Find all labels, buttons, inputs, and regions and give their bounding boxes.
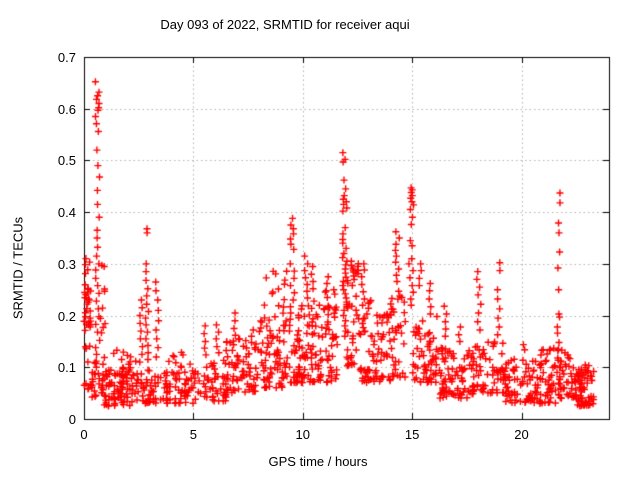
x-tick-label: 0	[80, 427, 88, 442]
y-tick-label: 0.4	[57, 205, 76, 221]
x-tick-label: 10	[295, 427, 310, 442]
y-tick-label: 0.1	[57, 360, 76, 376]
x-tick-label: 20	[514, 427, 529, 442]
y-tick-label: 0.3	[57, 256, 76, 272]
x-tick-label: 15	[404, 427, 420, 442]
chart-title: Day 093 of 2022, SRMTID for receiver aqu…	[160, 17, 410, 32]
y-tick-label: 0	[68, 412, 76, 427]
x-tick-label: 5	[189, 427, 197, 442]
y-tick-label: 0.7	[57, 50, 76, 65]
x-axis-label: GPS time / hours	[268, 454, 368, 469]
y-tick-label: 0.6	[57, 101, 76, 117]
y-tick-label: 0.5	[57, 153, 76, 169]
y-tick-label: 0.2	[57, 308, 76, 324]
